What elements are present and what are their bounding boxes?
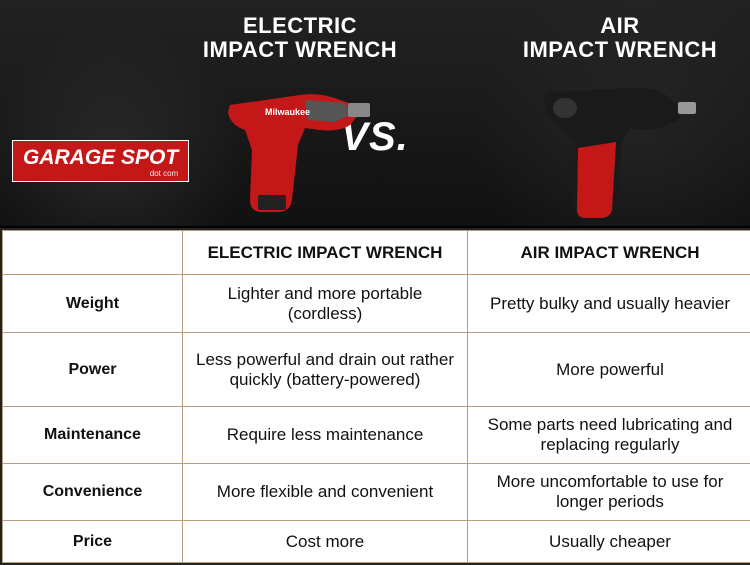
table-row: Weight Lighter and more portable (cordle… — [3, 275, 750, 333]
cell-conv-electric: More flexible and convenient — [183, 464, 468, 521]
header-air: AIR IMPACT WRENCH — [468, 231, 750, 275]
brand-logo: GARAGE SPOT dot com — [12, 140, 189, 182]
table-row: Maintenance Require less maintenance Som… — [3, 407, 750, 464]
comparison-table-container: ELECTRIC IMPACT WRENCH AIR IMPACT WRENCH… — [0, 228, 750, 565]
row-label-maintenance: Maintenance — [3, 407, 183, 464]
logo-subtext: dot com — [23, 170, 178, 178]
cell-maint-air: Some parts need lubricating and replacin… — [468, 407, 750, 464]
cell-maint-electric: Require less maintenance — [183, 407, 468, 464]
cell-power-electric: Less powerful and drain out rather quick… — [183, 333, 468, 407]
comparison-table: ELECTRIC IMPACT WRENCH AIR IMPACT WRENCH… — [2, 230, 750, 563]
cell-power-air: More powerful — [468, 333, 750, 407]
logo-garage: GARAGE — [23, 146, 115, 169]
electric-wrench-icon: Milwaukee — [210, 70, 380, 220]
table-row: Price Cost more Usually cheaper — [3, 521, 750, 563]
air-wrench-icon — [530, 70, 700, 220]
hero-section: ELECTRIC IMPACT WRENCH AIR IMPACT WRENCH… — [0, 0, 750, 228]
cell-price-air: Usually cheaper — [468, 521, 750, 563]
air-wrench-image — [530, 70, 700, 220]
row-label-power: Power — [3, 333, 183, 407]
row-label-price: Price — [3, 521, 183, 563]
cell-conv-air: More uncomfortable to use for longer per… — [468, 464, 750, 521]
electric-title: ELECTRIC IMPACT WRENCH — [195, 14, 405, 62]
electric-title-line2: IMPACT WRENCH — [203, 37, 397, 62]
row-label-convenience: Convenience — [3, 464, 183, 521]
air-title: AIR IMPACT WRENCH — [520, 14, 720, 62]
electric-wrench-image: Milwaukee — [210, 70, 380, 220]
header-electric: ELECTRIC IMPACT WRENCH — [183, 231, 468, 275]
cell-weight-electric: Lighter and more portable (cordless) — [183, 275, 468, 333]
cell-weight-air: Pretty bulky and usually heavier — [468, 275, 750, 333]
air-title-line1: AIR — [600, 13, 639, 38]
cell-price-electric: Cost more — [183, 521, 468, 563]
logo-spot: SPOT — [121, 146, 178, 169]
table-row: Convenience More flexible and convenient… — [3, 464, 750, 521]
row-label-weight: Weight — [3, 275, 183, 333]
electric-title-line1: ELECTRIC — [243, 13, 357, 38]
header-blank — [3, 231, 183, 275]
table-header-row: ELECTRIC IMPACT WRENCH AIR IMPACT WRENCH — [3, 231, 750, 275]
table-row: Power Less powerful and drain out rather… — [3, 333, 750, 407]
svg-text:Milwaukee: Milwaukee — [265, 107, 310, 117]
air-title-line2: IMPACT WRENCH — [523, 37, 717, 62]
